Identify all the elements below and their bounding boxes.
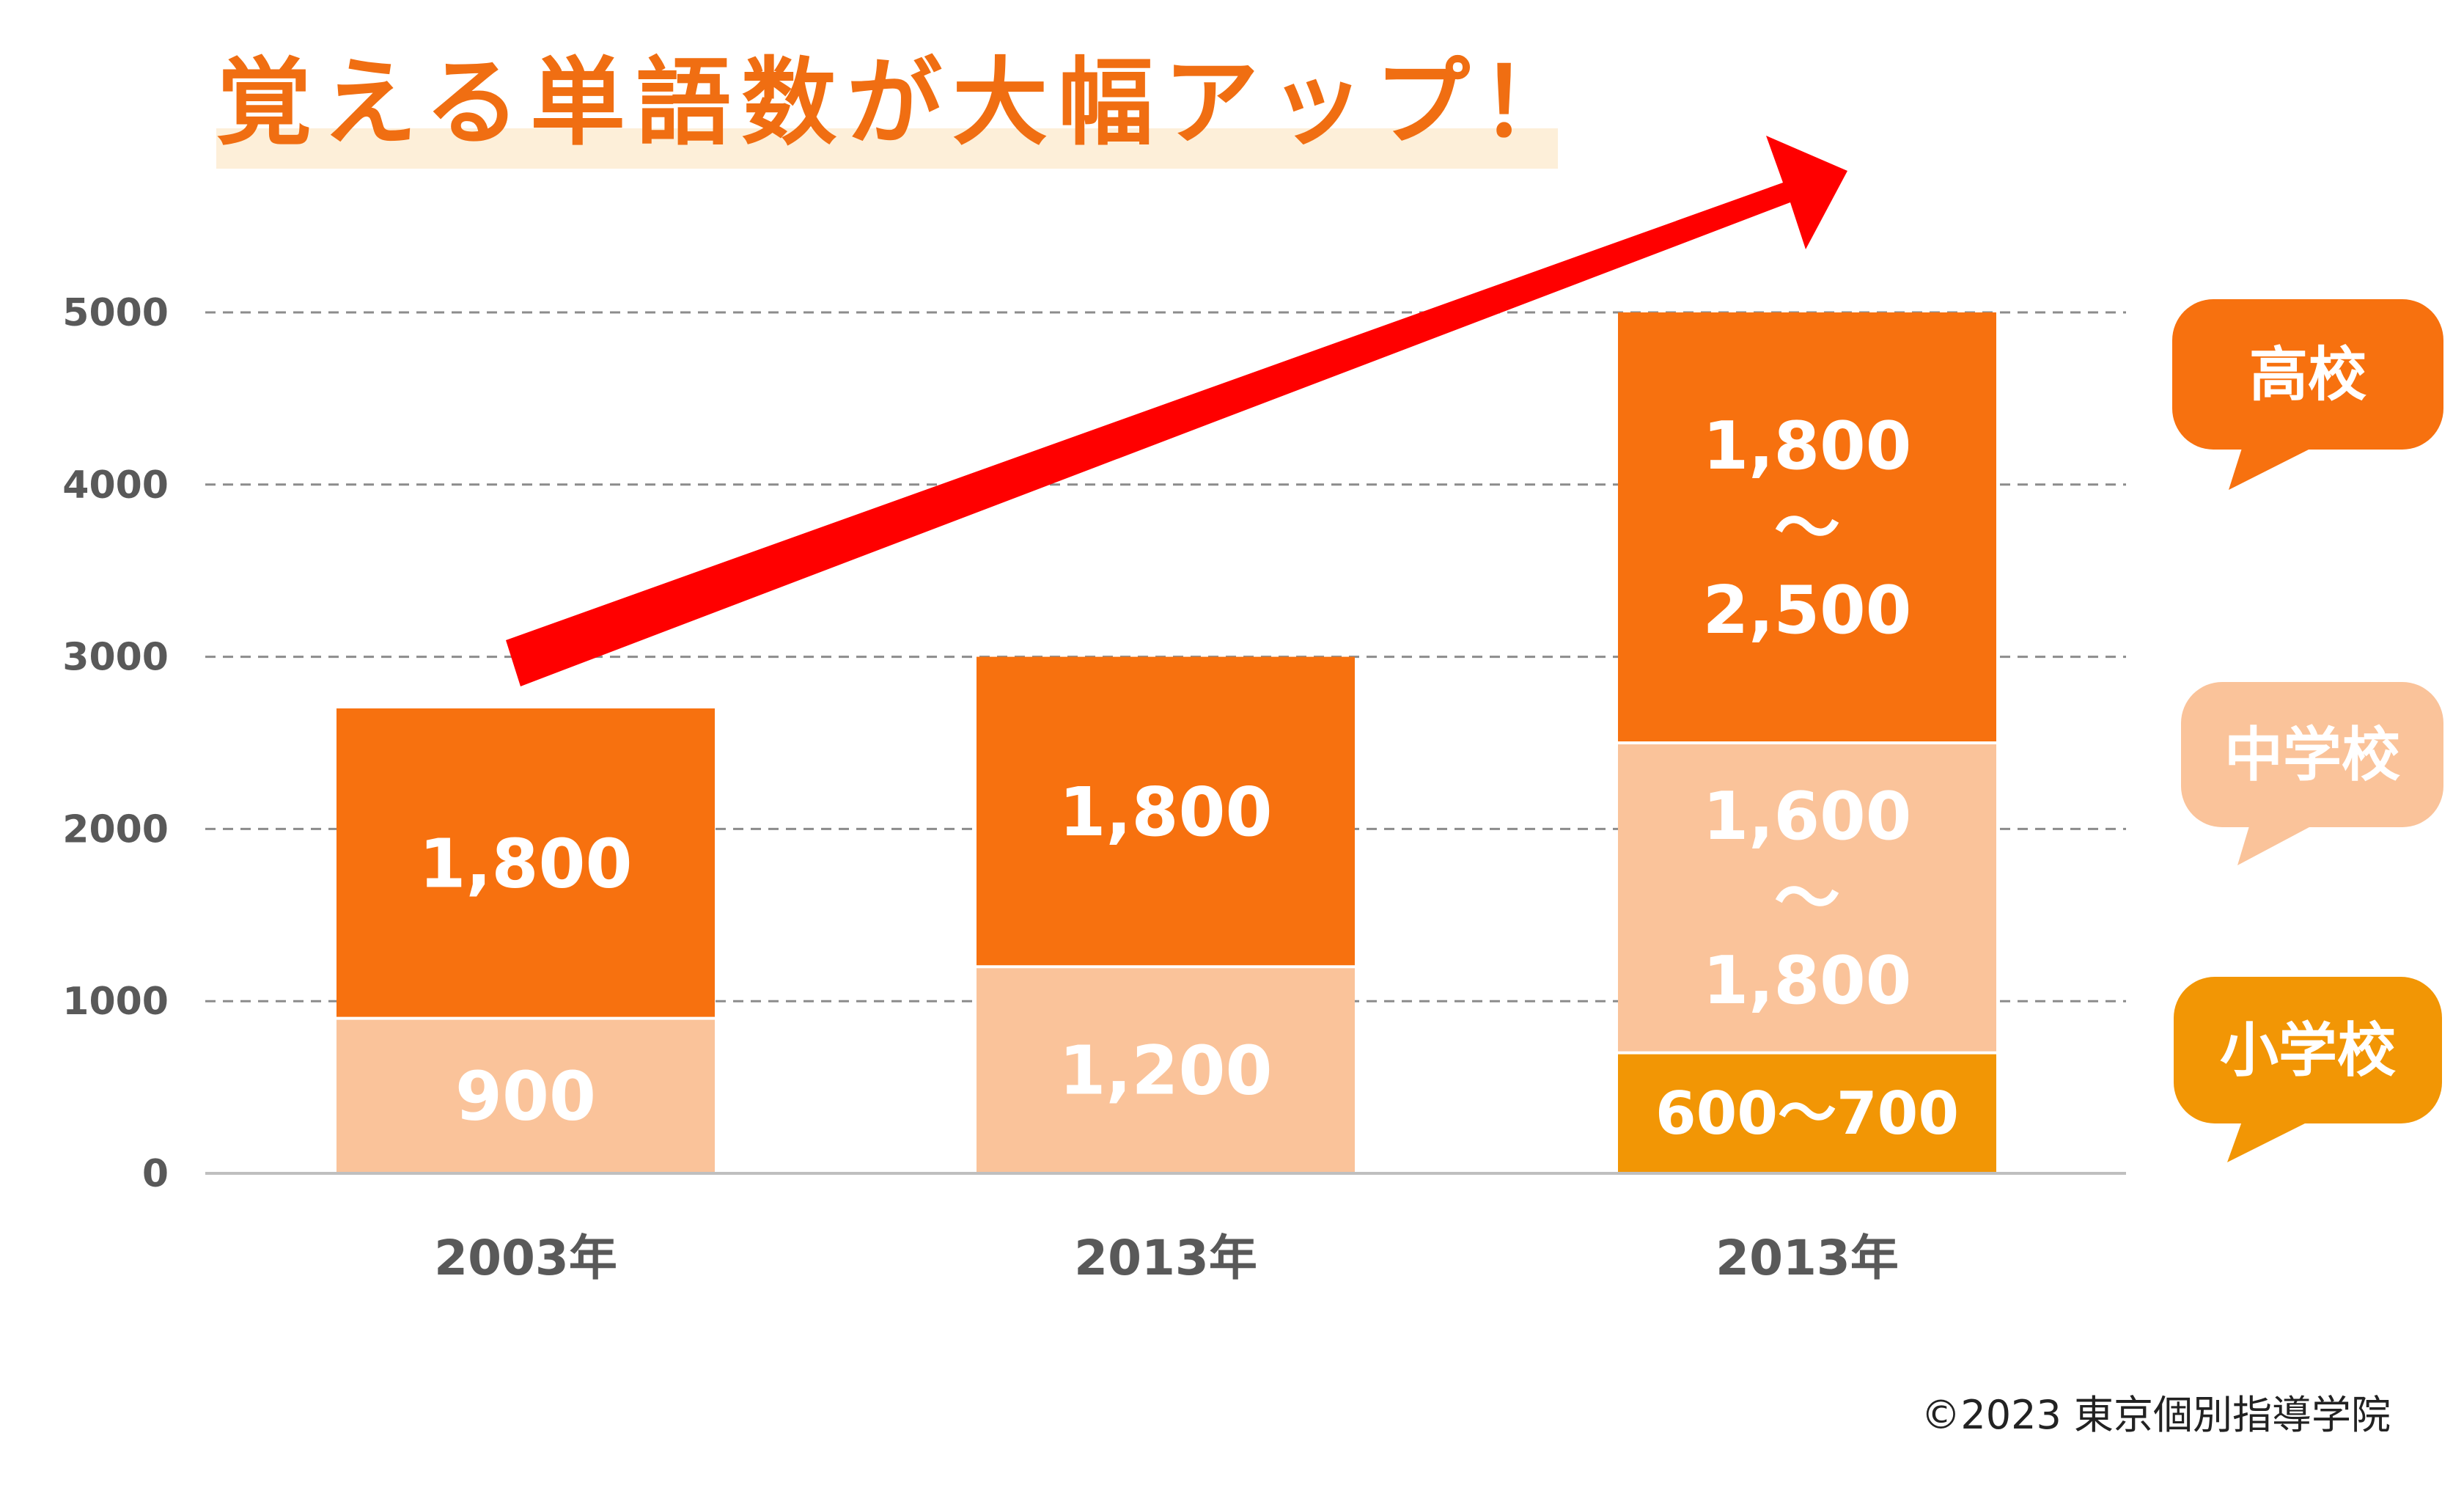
bar-value-label: 1,800 xyxy=(1059,773,1272,851)
bar-value-label: 1,800 〜 2,500 xyxy=(1703,408,1912,649)
y-axis-ticks: 0 1000 2000 3000 4000 5000 xyxy=(62,291,169,1196)
bar-value-label: 1,800 xyxy=(419,825,632,903)
legend-label: 中学校 xyxy=(2224,721,2400,789)
legend-bubble-tail xyxy=(2237,821,2320,865)
y-tick-label: 1000 xyxy=(62,980,169,1024)
y-tick-label: 0 xyxy=(142,1152,169,1196)
chart-title: 覚える単語数が大幅アップ！ xyxy=(216,47,1586,158)
legend: 小学校 中学校 高校 xyxy=(2172,299,2443,1162)
bar-value-label: 1,200 xyxy=(1059,1031,1272,1110)
bar-value-label: 1,600 〜 1,800 xyxy=(1703,778,1912,1019)
x-tick-label: 2013年 xyxy=(1074,1230,1257,1286)
bar-high_school xyxy=(977,656,1355,967)
copyright-text: ©2023 東京個別指導学院 xyxy=(1921,1392,2391,1438)
legend-label: 小学校 xyxy=(2220,1016,2396,1085)
bar-junior_high xyxy=(1618,743,1996,1053)
bar-value-label: 600〜700 xyxy=(1655,1079,1959,1148)
bars: 900 1,800 1,200 1,800 600〜700 1,600 〜 1,800 1,80… xyxy=(336,312,1996,1173)
trend-arrow-shape xyxy=(506,136,1847,686)
title-highlight xyxy=(216,128,1558,169)
bar-high_school xyxy=(336,708,715,1019)
legend-bubble-body xyxy=(2172,299,2443,450)
y-tick-label: 2000 xyxy=(62,807,169,851)
legend-bubble-elementary: 小学校 xyxy=(2174,977,2442,1162)
trend-arrow xyxy=(506,136,1847,686)
y-tick-label: 4000 xyxy=(62,463,169,507)
y-tick-label: 3000 xyxy=(62,636,169,680)
x-tick-label: 2013年 xyxy=(1715,1230,1899,1286)
bar-junior_high xyxy=(336,1018,715,1173)
legend-bubble-body xyxy=(2181,682,2443,827)
legend-bubble-body xyxy=(2174,977,2442,1123)
title-group: 覚える単語数が大幅アップ！ xyxy=(216,47,1586,169)
y-tick-label: 5000 xyxy=(62,291,169,335)
legend-label: 高校 xyxy=(2249,341,2366,409)
x-tick-label: 2003年 xyxy=(434,1230,617,1286)
legend-bubble-tail xyxy=(2227,1118,2317,1162)
x-axis-ticks: 2003年 2013年 2013年 xyxy=(434,1230,1899,1286)
legend-bubble-high_school: 高校 xyxy=(2172,299,2443,490)
bar-high_school xyxy=(1618,312,1996,743)
bar-junior_high xyxy=(977,967,1355,1173)
bar-elementary xyxy=(1618,1052,1996,1173)
bar-value-label: 900 xyxy=(455,1057,596,1136)
legend-bubble-junior_high: 中学校 xyxy=(2181,682,2443,865)
legend-bubble-tail xyxy=(2229,444,2320,490)
